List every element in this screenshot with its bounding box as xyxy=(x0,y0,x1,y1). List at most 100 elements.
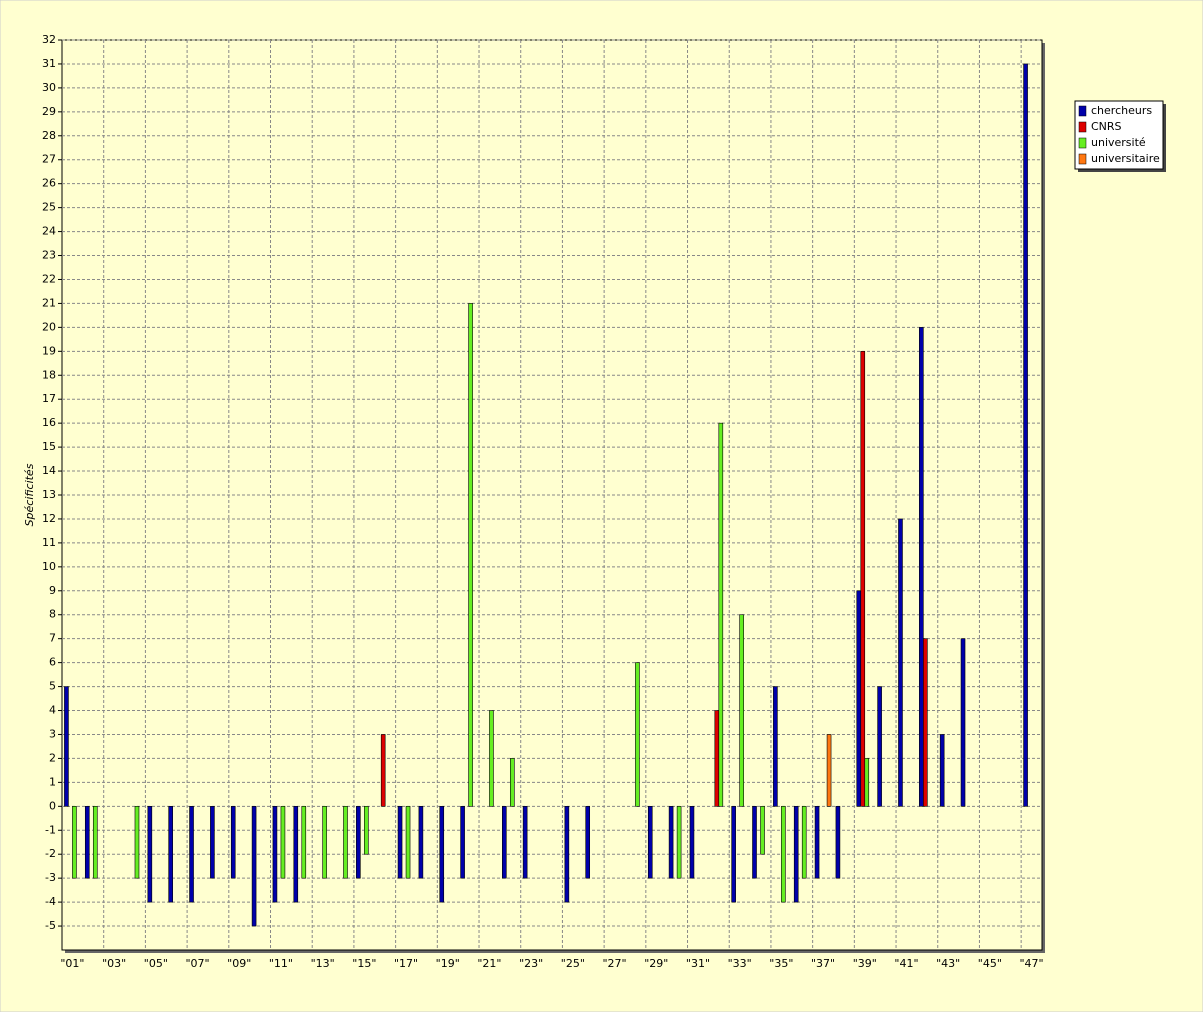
y-tick-label: 9 xyxy=(49,584,56,597)
y-tick-label: 8 xyxy=(49,608,56,621)
bar xyxy=(919,327,924,807)
y-tick-label: 24 xyxy=(42,225,56,238)
bar xyxy=(856,590,862,807)
bar xyxy=(460,806,465,879)
bar xyxy=(405,806,411,879)
bar xyxy=(64,686,69,807)
bar xyxy=(781,806,786,903)
y-tick-label: 6 xyxy=(49,656,56,669)
y-tick-label: 27 xyxy=(42,153,56,166)
y-tick-label: 5 xyxy=(49,680,56,693)
y-tick-label: 29 xyxy=(42,105,56,118)
y-tick-label: 16 xyxy=(42,416,56,429)
bar xyxy=(793,806,799,903)
x-tick-label: "29" xyxy=(644,957,668,970)
y-tick-label: 0 xyxy=(49,799,56,812)
y-tick-label: 10 xyxy=(42,560,56,573)
y-tick-label: 19 xyxy=(42,344,56,357)
x-tick-label: "37" xyxy=(811,957,835,970)
y-tick-label: 18 xyxy=(42,368,56,381)
bar xyxy=(939,734,945,807)
bar xyxy=(585,806,591,879)
x-tick-label: "11" xyxy=(269,957,293,970)
bar xyxy=(731,806,736,903)
y-tick-label: 17 xyxy=(42,392,56,405)
bar xyxy=(960,638,966,807)
bar xyxy=(72,806,77,879)
bar xyxy=(439,806,445,903)
y-tick-label: 21 xyxy=(42,296,56,309)
x-tick-label: "23" xyxy=(519,957,543,970)
bar xyxy=(860,351,866,807)
bar xyxy=(835,806,841,879)
x-tick-label: "09" xyxy=(227,957,251,970)
y-tick-label: 11 xyxy=(42,536,56,549)
bar xyxy=(801,806,807,879)
x-tick-label: "39" xyxy=(853,957,877,970)
x-tick-label: "03" xyxy=(102,957,126,970)
y-tick-label: 12 xyxy=(42,512,56,525)
y-tick-label: -2 xyxy=(45,847,56,860)
bar xyxy=(522,806,528,879)
y-axis-label: Spécificités xyxy=(23,463,36,526)
bar xyxy=(864,758,870,807)
legend-swatch xyxy=(1078,153,1087,165)
y-tick-label: 1 xyxy=(49,775,56,788)
bar xyxy=(210,806,215,879)
y-tick-label: -4 xyxy=(45,895,56,908)
bar xyxy=(272,806,278,903)
bar xyxy=(826,734,832,807)
bar xyxy=(380,734,386,807)
x-tick-label: "05" xyxy=(144,957,168,970)
y-tick-label: 28 xyxy=(42,129,56,142)
bar xyxy=(251,806,257,927)
x-tick-label: "19" xyxy=(436,957,460,970)
y-tick-label: 4 xyxy=(49,704,56,717)
y-tick-label: 2 xyxy=(49,751,56,764)
bar xyxy=(356,806,361,879)
legend-box xyxy=(1074,100,1164,170)
bar xyxy=(814,806,820,879)
bar xyxy=(689,806,695,879)
x-tick-label: "45" xyxy=(978,957,1002,970)
y-tick-label: -3 xyxy=(45,871,56,884)
bar xyxy=(301,806,307,879)
bar xyxy=(760,806,765,855)
legend-label: CNRS xyxy=(1091,120,1122,133)
x-tick-label: "25" xyxy=(561,957,585,970)
bar xyxy=(714,710,720,807)
y-tick-label: -5 xyxy=(45,919,56,932)
y-tick-label: 22 xyxy=(42,272,56,285)
y-tick-label: 3 xyxy=(49,727,56,740)
legend-label: universitaire xyxy=(1091,152,1160,165)
bar xyxy=(293,806,299,903)
bar xyxy=(343,806,348,879)
bar xyxy=(668,806,674,879)
x-tick-label: "01" xyxy=(60,957,84,970)
bar xyxy=(739,614,744,807)
bar xyxy=(501,806,507,879)
bar xyxy=(280,806,286,879)
x-tick-label: "47" xyxy=(1020,957,1044,970)
bar xyxy=(189,806,194,903)
bar xyxy=(898,518,903,807)
bar xyxy=(134,806,140,879)
y-tick-label: 13 xyxy=(42,488,56,501)
y-tick-label: 26 xyxy=(42,177,56,190)
y-tick-label: 7 xyxy=(49,632,56,645)
x-tick-label: "31" xyxy=(686,957,710,970)
x-tick-label: "21" xyxy=(477,957,501,970)
x-tick-label: "43" xyxy=(936,957,960,970)
legend-label: université xyxy=(1091,136,1146,149)
y-tick-label: 23 xyxy=(42,249,56,262)
bar xyxy=(877,686,882,807)
bar xyxy=(647,806,653,879)
y-tick-label: 31 xyxy=(42,57,56,70)
bar xyxy=(468,303,473,807)
x-tick-label: "41" xyxy=(894,957,918,970)
bar xyxy=(147,806,153,903)
bar xyxy=(773,686,778,807)
x-tick-label: "33" xyxy=(728,957,752,970)
x-tick-label: "13" xyxy=(311,957,335,970)
